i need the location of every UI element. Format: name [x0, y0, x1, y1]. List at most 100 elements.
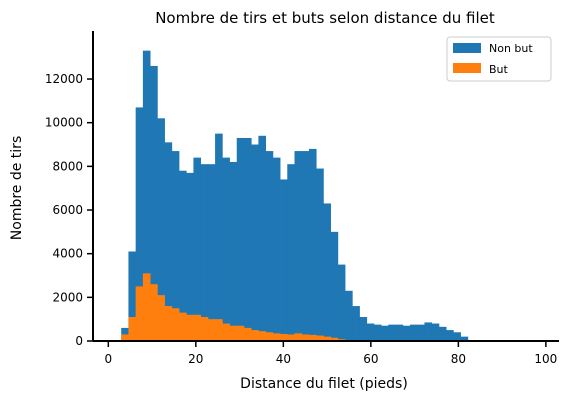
bars-group [121, 50, 469, 342]
bar-but-13 [215, 319, 223, 341]
bar-non-but-36 [381, 325, 389, 341]
x-axis-label: Distance du filet (pieds) [240, 376, 408, 392]
bar-non-but-14 [222, 157, 230, 341]
bar-non-but-27 [316, 168, 324, 341]
bar-but-27 [316, 335, 324, 341]
y-tick-label-0: 0 [75, 334, 83, 348]
y-tick-label-12000: 12000 [45, 72, 83, 86]
bar-non-but-46 [453, 332, 461, 341]
bar-non-but-44 [438, 326, 447, 341]
bar-non-but-35 [373, 324, 382, 341]
bar-but-17 [243, 327, 252, 341]
bar-but-5 [157, 295, 165, 341]
bar-non-but-41 [417, 324, 425, 341]
bar-but-14 [222, 323, 230, 341]
bar-non-but-13 [215, 133, 223, 341]
bar-non-but-15 [229, 161, 238, 341]
bar-non-but-25 [301, 151, 310, 341]
bar-non-but-21 [272, 157, 281, 341]
bar-non-but-4 [150, 65, 158, 342]
bar-but-12 [207, 319, 216, 341]
bar-non-but-22 [280, 179, 288, 341]
bar-non-but-9 [186, 172, 194, 341]
legend: Non but But [446, 36, 552, 82]
bar-but-15 [229, 325, 238, 341]
bar-non-but-17 [243, 137, 252, 341]
bar-non-but-8 [178, 170, 187, 341]
bar-non-but-47 [460, 336, 469, 341]
bar-but-11 [200, 316, 209, 341]
bar-non-but-34 [366, 323, 375, 341]
bar-but-6 [164, 306, 173, 341]
x-tick-label-60: 60 [363, 352, 378, 366]
y-tick-label-8000: 8000 [52, 159, 83, 173]
legend-swatch-but [453, 63, 481, 73]
legend-label-but: But [489, 63, 509, 76]
bar-non-but-24 [294, 151, 303, 341]
bar-but-21 [272, 333, 281, 341]
bar-but-26 [308, 334, 317, 341]
legend-swatch-non-but [453, 43, 481, 53]
bar-non-but-40 [410, 324, 418, 341]
bar-non-but-33 [359, 316, 368, 341]
bar-non-but-30 [337, 264, 346, 341]
bar-non-but-5 [157, 118, 165, 341]
bar-but-4 [150, 284, 158, 341]
y-tick-label-4000: 4000 [52, 247, 83, 261]
bar-but-2 [135, 286, 144, 341]
bar-but-1 [128, 316, 137, 341]
x-tick-label-0: 0 [104, 352, 112, 366]
x-tick-label-40: 40 [276, 352, 291, 366]
bar-but-10 [193, 314, 202, 341]
y-axis-label: Nombre de tirs [9, 136, 25, 240]
bar-non-but-1 [128, 251, 137, 341]
bar-non-but-23 [287, 164, 295, 341]
y-tick-label-6000: 6000 [52, 203, 83, 217]
bar-but-22 [280, 334, 288, 341]
bar-non-but-7 [171, 151, 180, 341]
y-ticks-group: 0 2000 4000 6000 8000 10000 12000 [45, 72, 93, 348]
bar-non-but-43 [431, 323, 440, 341]
chart-title: Nombre de tirs et buts selon distance du… [155, 9, 495, 27]
bar-non-but-20 [265, 151, 274, 341]
bar-but-25 [301, 334, 310, 341]
bar-non-but-42 [424, 322, 433, 341]
bar-but-28 [323, 336, 331, 341]
bar-non-but-10 [193, 157, 202, 341]
bar-non-but-3 [142, 50, 151, 342]
bar-but-19 [258, 331, 267, 341]
bar-non-but-32 [352, 306, 360, 341]
bar-non-but-16 [236, 137, 245, 341]
bar-but-7 [171, 308, 180, 341]
bar-non-but-6 [164, 142, 173, 341]
bar-non-but-18 [251, 144, 259, 341]
axes-group [92, 31, 559, 342]
bar-non-but-38 [395, 324, 404, 341]
y-tick-label-10000: 10000 [45, 116, 83, 130]
bar-non-but-2 [135, 107, 144, 341]
bar-but-9 [186, 314, 194, 341]
bar-but-29 [330, 337, 339, 341]
bar-but-0 [121, 334, 129, 341]
bar-but-16 [236, 325, 245, 341]
bar-non-but-37 [388, 324, 396, 341]
x-tick-label-20: 20 [188, 352, 203, 366]
bar-non-but-12 [207, 164, 216, 341]
legend-label-non-but: Non but [489, 42, 533, 55]
bar-non-but-19 [258, 135, 267, 341]
bar-but-3 [142, 273, 151, 341]
bar-but-20 [265, 332, 274, 341]
x-ticks-group: 0 20 40 60 80 100 [104, 341, 557, 366]
bar-but-24 [294, 333, 303, 341]
bar-but-8 [178, 312, 187, 341]
bar-non-but-26 [308, 148, 317, 341]
bar-non-but-39 [402, 325, 411, 341]
bar-non-but-45 [446, 330, 454, 341]
bar-non-but-31 [345, 290, 353, 341]
bar-non-but-29 [330, 231, 339, 341]
x-tick-label-100: 100 [534, 352, 557, 366]
x-tick-label-80: 80 [451, 352, 466, 366]
bar-but-23 [287, 334, 295, 341]
bar-non-but-11 [200, 164, 209, 341]
